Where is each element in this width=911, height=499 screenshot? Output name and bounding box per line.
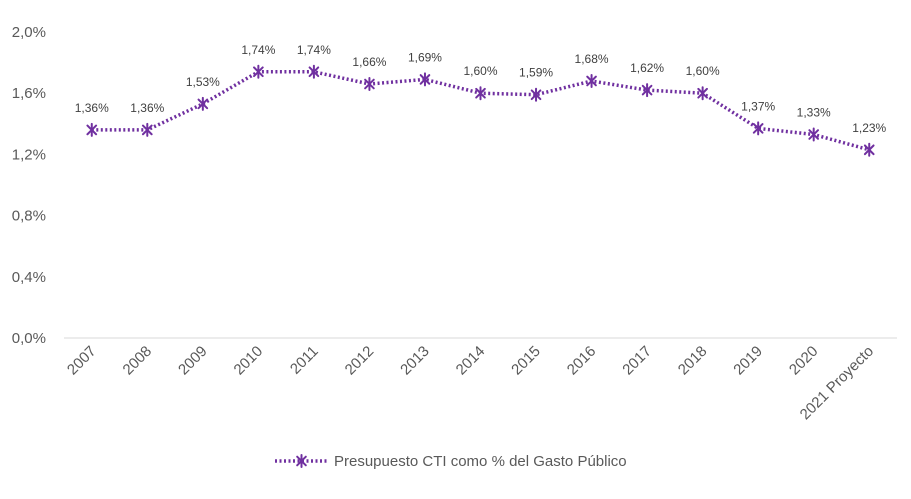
data-point	[419, 72, 431, 87]
x-tick-label: 2017	[619, 343, 655, 379]
data-label: 1,59%	[519, 66, 553, 80]
data-label: 1,68%	[575, 52, 609, 66]
data-label: 1,33%	[797, 106, 831, 120]
data-point	[697, 86, 708, 101]
data-label: 1,23%	[852, 121, 886, 135]
data-point	[530, 87, 542, 102]
x-tick-label: 2014	[453, 343, 489, 379]
data-label: 1,74%	[297, 43, 331, 57]
data-point	[586, 73, 597, 88]
legend-label: Presupuesto CTI como % del Gasto Público	[334, 453, 627, 470]
x-tick-label: 2019	[730, 343, 766, 379]
data-label: 1,74%	[241, 43, 275, 57]
x-axis-tick-labels: 2007 2008 2009 2010 2011 2012 2013 2014 2015 2016…	[64, 343, 877, 423]
data-label: 1,60%	[686, 64, 720, 78]
y-tick-label: 0,0%	[12, 330, 46, 347]
data-point	[863, 142, 875, 157]
y-axis-tick-labels: 0,0% 0,4% 0,8% 1,2% 1,6% 2,0%	[12, 24, 46, 347]
data-label: 1,36%	[130, 101, 164, 115]
data-point	[141, 122, 153, 137]
y-tick-label: 2,0%	[12, 24, 46, 41]
data-point	[475, 86, 486, 101]
x-tick-label: 2008	[120, 343, 156, 379]
legend: Presupuesto CTI como % del Gasto Público	[275, 453, 627, 470]
x-tick-label: 2009	[175, 343, 211, 379]
x-tick-label: 2012	[342, 343, 378, 379]
x-tick-label: 2010	[231, 343, 267, 379]
x-tick-label: 2018	[675, 343, 711, 379]
data-label: 1,69%	[408, 50, 442, 64]
data-point	[308, 64, 320, 79]
data-label: 1,36%	[75, 101, 109, 115]
data-label: 1,66%	[352, 55, 386, 69]
x-tick-label: 2013	[397, 343, 433, 379]
x-tick-label: 2015	[508, 343, 544, 379]
data-point	[253, 64, 264, 79]
data-label: 1,62%	[630, 61, 664, 75]
legend-star-marker	[296, 454, 307, 468]
data-label: 1,37%	[741, 99, 775, 113]
x-tick-label: 2007	[64, 343, 100, 379]
y-tick-label: 0,8%	[12, 208, 46, 225]
data-label: 1,53%	[186, 75, 220, 89]
data-point	[197, 96, 209, 111]
y-tick-label: 0,4%	[12, 269, 46, 286]
data-label: 1,60%	[463, 64, 497, 78]
y-tick-label: 1,6%	[12, 85, 46, 102]
data-labels: 1,36% 1,36% 1,53% 1,74% 1,74% 1,66% 1,69% 1,60%…	[75, 43, 887, 135]
x-tick-label: 2020	[786, 343, 822, 379]
data-point	[86, 122, 98, 137]
data-point	[641, 83, 653, 98]
data-point	[752, 121, 764, 136]
series-layer	[86, 64, 875, 157]
data-point	[364, 77, 375, 92]
x-tick-label: 2011	[287, 343, 322, 378]
data-point	[808, 127, 820, 142]
x-tick-label: 2016	[564, 343, 600, 379]
y-tick-label: 1,2%	[12, 146, 46, 163]
legend-marker-star	[296, 454, 307, 468]
